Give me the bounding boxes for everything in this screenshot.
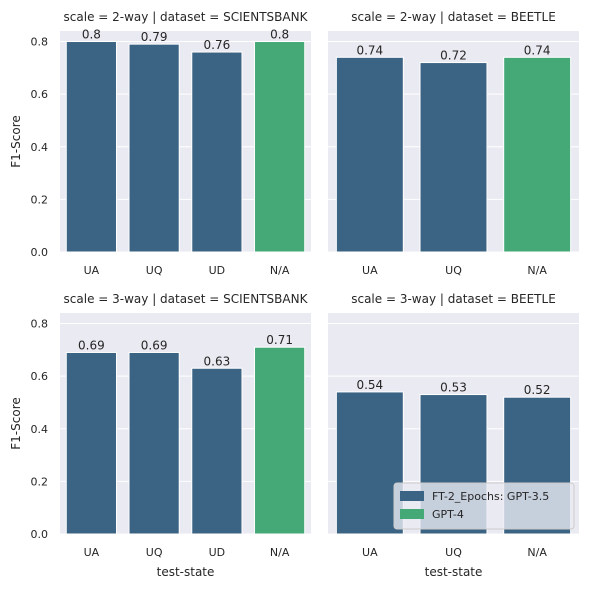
- bar-value-label: 0.74: [356, 43, 383, 57]
- y-tick-label: 0.4: [31, 423, 49, 436]
- bar: [191, 367, 243, 535]
- y-tick-label: 0.4: [31, 141, 49, 154]
- x-tick-label: UQ: [146, 546, 163, 559]
- bar: [65, 41, 117, 253]
- y-tick-label: 0.8: [31, 318, 49, 331]
- bar-value-label: 0.54: [356, 378, 383, 392]
- y-tick-label: 0.6: [31, 370, 49, 383]
- legend-box: [393, 482, 575, 530]
- y-axis-label: F1-Score: [9, 397, 23, 449]
- x-tick-label: N/A: [270, 546, 290, 559]
- bar-value-label: 0.76: [204, 38, 231, 52]
- legend-label: GPT-4: [432, 508, 464, 521]
- panel-title: scale = 2-way | dataset = BEETLE: [351, 10, 556, 24]
- bar-value-label: 0.69: [141, 338, 168, 352]
- bar-value-label: 0.63: [204, 354, 231, 368]
- bar-value-label: 0.69: [78, 338, 105, 352]
- y-tick-label: 0.2: [31, 193, 49, 206]
- bar: [254, 346, 306, 535]
- bar-value-label: 0.72: [440, 49, 467, 63]
- x-tick-label: UD: [209, 546, 226, 559]
- panel-title: scale = 2-way | dataset = SCIENTSBANK: [64, 10, 309, 24]
- bar-value-label: 0.53: [440, 381, 467, 395]
- legend-swatch: [400, 491, 424, 501]
- x-tick-label: UA: [84, 546, 100, 559]
- y-tick-label: 0.2: [31, 475, 49, 488]
- bar: [254, 41, 306, 253]
- bar: [128, 351, 180, 535]
- legend-label: FT-2_Epochs: GPT-3.5: [432, 490, 549, 503]
- x-tick-label: UQ: [445, 264, 462, 277]
- y-tick-label: 0.0: [31, 246, 49, 259]
- x-tick-label: N/A: [270, 264, 290, 277]
- bar: [335, 56, 404, 253]
- x-tick-label: UD: [209, 264, 226, 277]
- x-axis-label: test-state: [425, 565, 483, 579]
- bar-value-label: 0.79: [141, 30, 168, 44]
- legend-swatch: [400, 509, 424, 519]
- bar-value-label: 0.74: [524, 43, 551, 57]
- x-axis-label: test-state: [157, 565, 215, 579]
- bar-value-label: 0.52: [524, 383, 551, 397]
- bar-value-label: 0.71: [266, 333, 293, 347]
- x-tick-label: UA: [362, 546, 378, 559]
- bar-value-label: 0.8: [270, 28, 289, 42]
- x-tick-label: UQ: [445, 546, 462, 559]
- x-tick-label: UQ: [146, 264, 163, 277]
- y-tick-label: 0.8: [31, 36, 49, 49]
- x-tick-label: N/A: [527, 546, 547, 559]
- x-tick-label: UA: [84, 264, 100, 277]
- x-tick-label: N/A: [527, 264, 547, 277]
- panel-title: scale = 3-way | dataset = BEETLE: [351, 292, 556, 306]
- bar: [419, 62, 488, 253]
- y-axis-label: F1-Score: [9, 115, 23, 167]
- bar: [503, 56, 572, 253]
- bar: [335, 391, 404, 535]
- panel-title: scale = 3-way | dataset = SCIENTSBANK: [64, 292, 309, 306]
- bar: [191, 51, 243, 253]
- y-tick-label: 0.6: [31, 88, 49, 101]
- bar-value-label: 0.8: [82, 28, 101, 42]
- x-tick-label: UA: [362, 264, 378, 277]
- y-tick-label: 0.0: [31, 528, 49, 541]
- bar: [128, 43, 180, 253]
- bar: [65, 351, 117, 535]
